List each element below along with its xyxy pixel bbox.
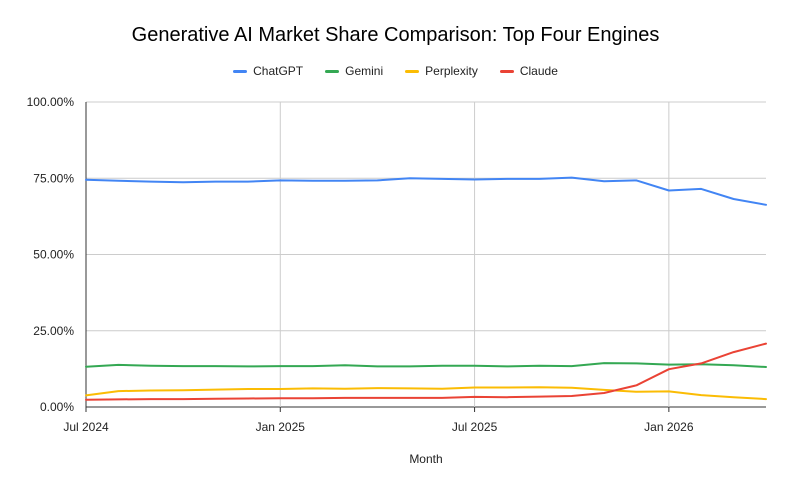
legend-item-chatgpt: ChatGPT bbox=[233, 64, 303, 78]
legend-label: Gemini bbox=[345, 64, 384, 78]
y-tick-label: 75.00% bbox=[33, 171, 74, 185]
legend-item-perplexity: Perplexity bbox=[405, 64, 478, 78]
series-line-gemini bbox=[85, 362, 767, 368]
y-tick-label: 100.00% bbox=[27, 95, 75, 109]
legend-item-claude: Claude bbox=[499, 64, 558, 78]
legend-swatch bbox=[405, 69, 420, 73]
legend-swatch bbox=[233, 69, 248, 73]
x-tick-label: Jan 2026 bbox=[644, 420, 694, 434]
legend: ChatGPT Gemini Perplexity Claude bbox=[0, 64, 791, 78]
legend-swatch bbox=[325, 69, 340, 73]
x-axis-label: Month bbox=[409, 452, 442, 466]
legend-label: Perplexity bbox=[425, 64, 478, 78]
chart-title: Generative AI Market Share Comparison: T… bbox=[131, 24, 660, 46]
series-line-chatgpt bbox=[85, 176, 767, 206]
x-tick-label: Jan 2025 bbox=[256, 420, 306, 434]
x-tick-label: Jul 2025 bbox=[452, 420, 498, 434]
series-line-claude bbox=[85, 342, 767, 401]
legend-swatch bbox=[499, 69, 514, 73]
y-tick-label: 50.00% bbox=[33, 248, 74, 262]
series-line-perplexity bbox=[85, 386, 767, 401]
legend-item-gemini: Gemini bbox=[325, 64, 383, 78]
y-tick-label: 0.00% bbox=[40, 400, 74, 414]
x-tick-label: Jul 2024 bbox=[63, 420, 109, 434]
legend-label: ChatGPT bbox=[253, 64, 304, 78]
y-tick-label: 25.00% bbox=[33, 324, 74, 338]
legend-label: Claude bbox=[519, 64, 558, 78]
